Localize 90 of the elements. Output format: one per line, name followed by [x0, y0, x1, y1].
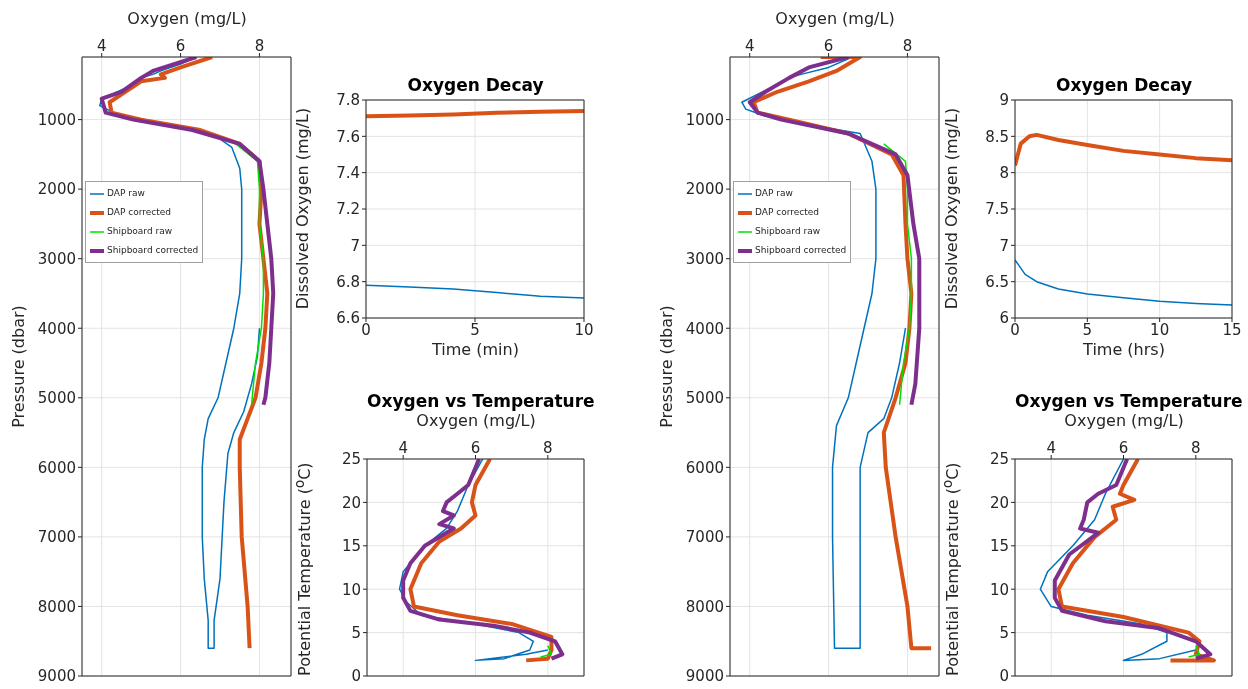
x-tick-label: 6 [175, 37, 186, 55]
y-tick-label: 10 [341, 580, 361, 599]
y-tick-label: 20 [989, 493, 1009, 512]
y-tick-label: 4000 [37, 319, 76, 338]
y-tick-label: 0 [999, 667, 1009, 686]
x-axis-title: Oxygen (mg/L) [1063, 411, 1185, 430]
y-tick-label: 5000 [37, 389, 76, 408]
y-tick-label: 7.5 [985, 200, 1009, 219]
y-axis-title: Dissolved Oxygen (mg/L) [941, 106, 961, 311]
y-tick-label: 8.5 [985, 127, 1009, 146]
x-tick-label: 4 [398, 439, 408, 457]
y-tick-label: 4000 [685, 319, 724, 338]
legend-label: DAP corrected [755, 206, 819, 219]
y-tick-label: 2000 [37, 180, 76, 199]
x-tick-label: 15 [1222, 320, 1242, 339]
legend-label: Shipboard raw [107, 225, 173, 238]
line-series [747, 57, 922, 407]
chart-title: Oxygen Decay [1055, 75, 1193, 95]
line-series [1039, 459, 1197, 662]
y-tick-label: 5 [351, 623, 361, 642]
x-tick-label: 6 [823, 37, 834, 55]
line-series [366, 284, 584, 299]
x-tick-label: 6 [470, 439, 481, 457]
y-tick-label: 7000 [37, 528, 76, 547]
y-tick-label: 10 [989, 580, 1009, 599]
y-tick-label: 20 [341, 493, 361, 512]
chart-title: Oxygen Decay [406, 75, 545, 95]
y-tick-label: 3000 [37, 250, 76, 269]
line-series [883, 143, 913, 406]
y-tick-label: 2000 [685, 180, 724, 199]
x-axis-title: Oxygen (mg/L) [126, 9, 248, 28]
y-tick-label: 7.4 [336, 163, 360, 182]
chart-title: Oxygen vs Temperature [367, 391, 595, 411]
y-tick-label: 9000 [685, 667, 724, 686]
line-series [99, 57, 276, 407]
y-tick-label: 9 [999, 91, 1009, 110]
x-tick-label: 4 [1046, 439, 1056, 457]
legend-label: DAP raw [107, 187, 145, 200]
y-axis-title: Dissolved Oxygen (mg/L) [292, 106, 312, 311]
y-tick-label: 1000 [685, 110, 724, 129]
y-tick-label: 9000 [37, 667, 76, 686]
x-tick-label: 10 [1150, 320, 1170, 339]
y-tick-label: 7.8 [336, 91, 360, 110]
y-tick-label: 5000 [685, 389, 724, 408]
x-tick-label: 8 [1191, 439, 1201, 457]
y-tick-label: 7.2 [336, 200, 360, 219]
y-tick-label: 5 [999, 623, 1009, 642]
x-axis-title: Time (min) [431, 340, 520, 359]
x-axis-title: Time (hrs) [1082, 340, 1166, 359]
legend-label: Shipboard corrected [755, 244, 847, 257]
y-tick-label: 8000 [685, 597, 724, 616]
x-tick-label: 5 [470, 320, 480, 339]
y-tick-label: 8000 [37, 597, 76, 616]
legend-label: DAP raw [755, 187, 793, 200]
x-tick-label: 6 [1118, 439, 1129, 457]
y-tick-label: 6.6 [336, 309, 360, 328]
x-tick-label: 8 [543, 439, 553, 457]
x-axis-title: Oxygen (mg/L) [415, 411, 537, 430]
line-series [1015, 259, 1232, 306]
x-axis-title: Oxygen (mg/L) [774, 9, 896, 28]
y-tick-label: 6000 [37, 458, 76, 477]
y-tick-label: 15 [341, 537, 361, 556]
y-tick-label: 7 [999, 236, 1009, 255]
x-tick-label: 8 [254, 37, 265, 55]
y-tick-label: 6000 [685, 458, 724, 477]
y-axis-title: Pressure (dbar) [8, 304, 28, 430]
y-tick-label: 6.5 [985, 272, 1009, 291]
y-tick-label: 7.6 [336, 127, 360, 146]
legend-label: Shipboard raw [755, 225, 821, 238]
chart-title: Oxygen vs Temperature [1015, 391, 1243, 411]
y-tick-label: 25 [989, 450, 1009, 469]
y-tick-label: 7000 [685, 528, 724, 547]
legend-label: DAP corrected [107, 206, 171, 219]
legend-label: Shipboard corrected [107, 244, 199, 257]
y-tick-label: 1000 [37, 110, 76, 129]
x-tick-label: 10 [574, 320, 594, 339]
y-tick-label: 6.8 [336, 272, 360, 291]
line-series [1015, 132, 1232, 168]
x-tick-label: 8 [902, 37, 913, 55]
x-tick-label: 5 [1082, 320, 1093, 339]
x-tick-label: 4 [96, 37, 107, 55]
y-tick-label: 25 [341, 450, 361, 469]
x-tick-label: 4 [744, 37, 755, 55]
y-tick-label: 8 [999, 163, 1009, 182]
line-series [235, 143, 265, 406]
y-tick-label: 7 [350, 236, 360, 255]
y-tick-label: 0 [351, 667, 361, 686]
y-tick-label: 3000 [685, 250, 724, 269]
y-tick-label: 15 [989, 537, 1009, 556]
y-axis-title: Pressure (dbar) [656, 304, 676, 430]
